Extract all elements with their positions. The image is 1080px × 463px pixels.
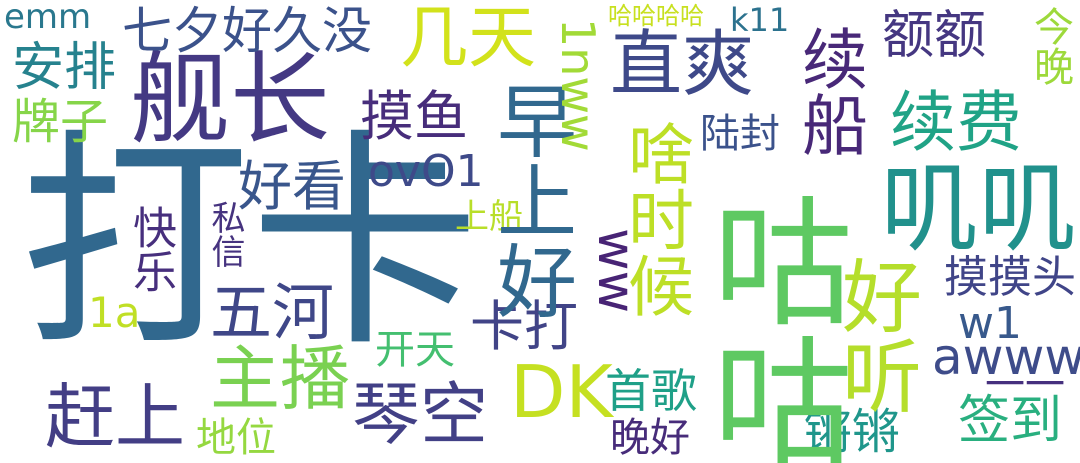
word-DK: DK — [510, 350, 613, 434]
word-emm: emm — [4, 0, 92, 37]
word-开天: 开天 — [375, 327, 455, 373]
word-七夕好久没: 七夕好久没 — [122, 2, 372, 60]
word-额额: 额额 — [882, 6, 987, 66]
word-哈哈哈哈: 哈哈哈哈 — [608, 2, 704, 30]
word-ovO1: ovO1 — [368, 146, 484, 197]
word-w1: w1 — [958, 298, 1022, 349]
word-打卡: 打卡 — [20, 111, 481, 378]
word-一一: 一一 — [985, 362, 1065, 408]
word-签到: 签到 — [958, 391, 1063, 451]
word-摸鱼: 摸鱼 — [360, 85, 468, 148]
word-早上好: 早上好 — [484, 80, 577, 320]
word-陆封: 陆封 — [700, 111, 780, 157]
word-舰长: 舰长 — [130, 41, 330, 158]
word-几天: 几天 — [400, 0, 537, 78]
word-五河: 五河 — [210, 276, 335, 349]
word-叽叽: 叽叽 — [880, 152, 1077, 266]
word-私信: 私信 — [205, 200, 245, 268]
word-快乐: 快乐 — [125, 205, 176, 293]
word-今晚: 今晚 — [1027, 6, 1073, 86]
word-上船: 上船 — [455, 197, 523, 237]
word-1a: 1a — [88, 288, 141, 337]
word-啥时候: 啥时候 — [617, 120, 694, 318]
word-1nww: 1nww — [551, 18, 605, 152]
word-k11: k11 — [730, 1, 790, 39]
word-直爽: 直爽 — [610, 22, 755, 106]
word-牌子: 牌子 — [12, 94, 109, 150]
word-锵锵: 锵锵 — [804, 404, 901, 460]
word-琴空: 琴空 — [352, 376, 489, 455]
word-摸摸头: 摸摸头 — [944, 252, 1076, 303]
word-卡打: 卡打 — [470, 295, 578, 358]
word-好看: 好看 — [238, 155, 346, 218]
word-赶上: 赶上 — [45, 376, 185, 458]
word-咕咕: 咕咕 — [689, 190, 852, 463]
word-续船: 续船 — [791, 25, 868, 157]
word-awww: awww — [932, 328, 1080, 386]
word-地位: 地位 — [196, 415, 276, 461]
word-ww: ww — [586, 228, 646, 314]
word-好听: 好听 — [829, 255, 922, 415]
word-主播: 主播 — [210, 338, 350, 420]
word-首歌: 首歌 — [605, 364, 697, 418]
word-晚好: 晚好 — [610, 415, 690, 461]
word-安排: 安排 — [12, 38, 117, 98]
word-续费: 续费 — [890, 84, 1022, 161]
